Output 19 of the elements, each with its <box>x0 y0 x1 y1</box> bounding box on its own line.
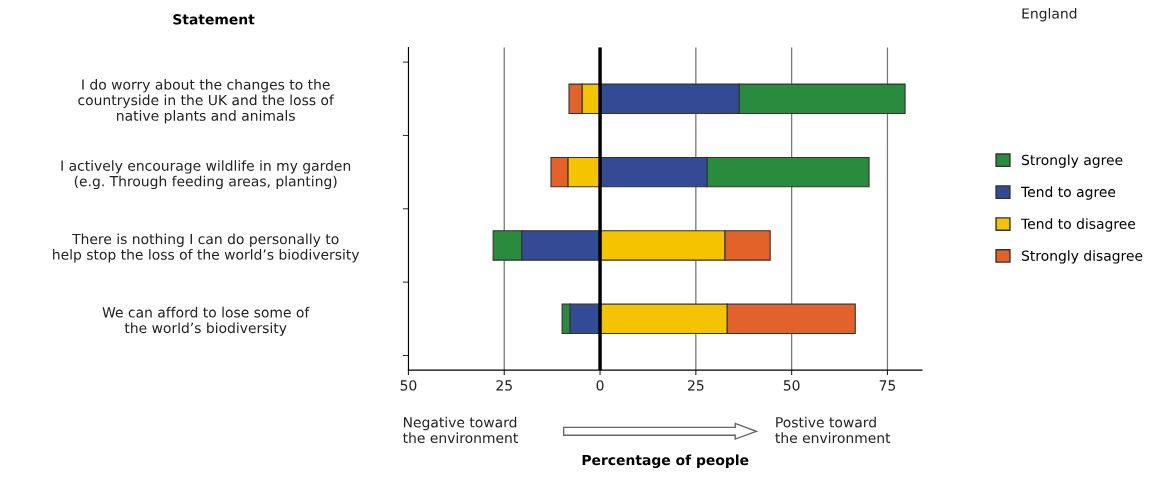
x-tick-label: 75 <box>879 380 896 391</box>
legend-label: Tend to agree <box>1021 186 1116 200</box>
x-tick-label: 0 <box>596 380 604 391</box>
x-axis-title: Percentage of people <box>582 454 749 468</box>
legend-label: Strongly disagree <box>1021 250 1143 264</box>
legend-label: Tend to disagree <box>1021 218 1136 232</box>
x-tick-label: 25 <box>496 380 512 391</box>
text: Negative toward the environment <box>402 416 518 444</box>
x-tick-label: 50 <box>400 380 417 391</box>
text: England <box>1022 7 1077 22</box>
legend-label: Strongly agree <box>1021 154 1123 168</box>
y-tick-label: I do worry about the changes to the countryside in the UK and the loss of native plants and animals <box>78 79 335 124</box>
x-tick-label: 50 <box>783 380 800 391</box>
text: Postive toward the environment <box>775 416 891 444</box>
y-tick-label: I actively encourage wildlife in my garden (e.g. Through feeding areas, planting) <box>61 160 351 190</box>
y-tick-label: There is nothing I can do personally to help stop the loss of the world’s biodiversity <box>53 233 360 263</box>
y-tick-label: We can afford to lose some of the world’s biodiversity <box>102 306 310 336</box>
y-axis-title: Statement <box>173 14 255 25</box>
x-tick-label: 25 <box>688 380 704 391</box>
